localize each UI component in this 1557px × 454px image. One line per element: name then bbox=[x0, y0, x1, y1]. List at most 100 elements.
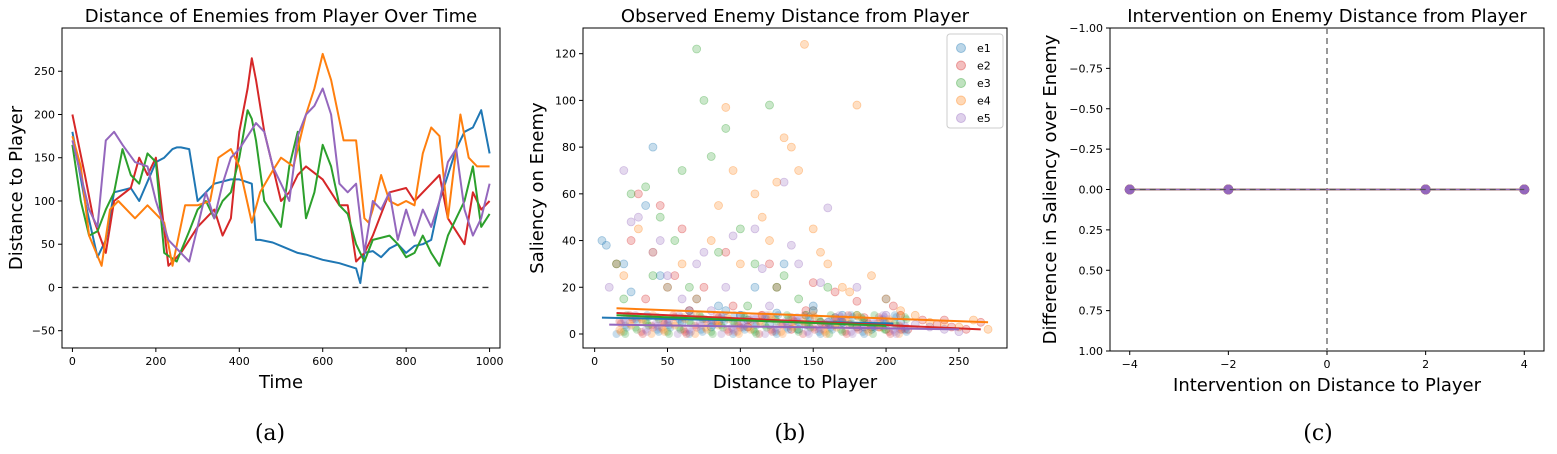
scatter-point bbox=[808, 301, 818, 311]
scatter-point bbox=[659, 325, 668, 334]
scatter-point bbox=[655, 271, 665, 280]
y-tick-label: 120 bbox=[555, 48, 576, 61]
scatter-point bbox=[655, 212, 665, 222]
scatter-point bbox=[612, 259, 621, 269]
scatter-point bbox=[612, 329, 621, 338]
x-tick-label: −4 bbox=[1122, 358, 1138, 371]
scatter-point bbox=[837, 282, 847, 292]
y-tick-label: −50 bbox=[32, 325, 55, 338]
scatter-point bbox=[633, 189, 643, 199]
x-axis-label: Time bbox=[258, 372, 303, 393]
scatter-point bbox=[804, 329, 813, 338]
scatter-point bbox=[750, 327, 759, 336]
scatter-point bbox=[717, 329, 726, 338]
chart-title: Intervention on Enemy Distance from Play… bbox=[1127, 6, 1527, 27]
scatter-point bbox=[721, 124, 731, 133]
scatter-point bbox=[633, 224, 643, 234]
scatter-point bbox=[685, 329, 694, 338]
scatter-point bbox=[670, 271, 680, 280]
scatter-point bbox=[889, 325, 898, 334]
y-tick-label: −0.75 bbox=[1069, 62, 1103, 75]
series-line-e5 bbox=[71, 87, 491, 263]
scatter-point bbox=[721, 103, 731, 112]
y-axis-label: Difference in Saliency over Enemy bbox=[1040, 34, 1061, 344]
scatter-point bbox=[653, 325, 662, 334]
scatter-point bbox=[860, 329, 869, 338]
scatter-point bbox=[762, 311, 771, 320]
scatter-point bbox=[895, 329, 904, 338]
scatter-point bbox=[637, 327, 646, 336]
chart-title: Distance of Enemies from Player Over Tim… bbox=[85, 6, 477, 27]
scatter-point bbox=[601, 240, 611, 250]
scatter-point bbox=[735, 259, 745, 269]
scatter-point bbox=[750, 189, 760, 199]
scatter-point bbox=[699, 247, 709, 257]
scatter-point bbox=[643, 327, 652, 336]
scatter-point bbox=[881, 294, 891, 304]
scatter-point bbox=[983, 324, 993, 334]
y-tick-label: 0 bbox=[569, 328, 576, 341]
scatter-point bbox=[714, 301, 723, 311]
y-tick-label: 80 bbox=[562, 141, 576, 154]
y-axis-label: Distance to Player bbox=[6, 105, 27, 270]
scatter-point bbox=[864, 327, 873, 336]
scatter-point bbox=[692, 259, 702, 269]
scatter-point bbox=[794, 294, 804, 304]
scatter-point bbox=[707, 327, 716, 336]
scatter-point bbox=[682, 329, 691, 338]
y-tick-label: 1.00 bbox=[1079, 345, 1104, 358]
scatter-point bbox=[619, 327, 628, 336]
scatter-point bbox=[800, 39, 809, 49]
scatter-point bbox=[648, 271, 658, 280]
scatter-point bbox=[663, 282, 672, 292]
scatter-point bbox=[699, 96, 709, 105]
y-tick-label: −0.25 bbox=[1069, 143, 1103, 156]
scatter-point bbox=[734, 329, 743, 338]
series-points-e4 bbox=[619, 39, 993, 334]
scatter-point bbox=[729, 329, 738, 338]
scatter-point bbox=[808, 278, 818, 287]
scatter-point bbox=[777, 327, 786, 336]
scatter-point bbox=[615, 325, 624, 334]
scatter-point bbox=[772, 177, 782, 187]
legend-label-e3: e3 bbox=[977, 77, 991, 90]
x-tick-label: 200 bbox=[876, 355, 897, 368]
scatter-point bbox=[794, 259, 804, 269]
y-tick-label: 100 bbox=[34, 195, 55, 208]
legend-marker-e4 bbox=[956, 95, 966, 106]
scatter-point bbox=[648, 142, 658, 152]
scatter-point bbox=[728, 301, 738, 311]
scatter-point bbox=[890, 311, 899, 320]
scatter-point bbox=[684, 282, 694, 292]
scatter-point bbox=[702, 325, 711, 334]
scatter-point bbox=[823, 282, 833, 292]
scatter-point bbox=[768, 327, 777, 336]
scatter-point bbox=[779, 177, 789, 187]
scatter-point bbox=[910, 310, 920, 320]
scatter-point bbox=[619, 271, 629, 280]
scatter-point bbox=[615, 317, 624, 326]
scatter-point bbox=[626, 236, 636, 245]
y-tick-label: 0.75 bbox=[1079, 305, 1104, 318]
scatter-point bbox=[842, 329, 851, 338]
scatter-point bbox=[884, 327, 893, 336]
scatter-point bbox=[677, 294, 687, 304]
scatter-point bbox=[692, 294, 702, 304]
scatter-point bbox=[868, 329, 877, 338]
plot-area bbox=[597, 39, 993, 338]
scatter-point bbox=[799, 329, 808, 338]
scatter-point bbox=[655, 236, 665, 245]
scatter-point bbox=[750, 282, 760, 292]
scatter-point bbox=[663, 327, 672, 336]
scatter-point bbox=[612, 259, 621, 269]
scatter-point bbox=[749, 325, 758, 334]
scatter-point bbox=[896, 306, 906, 316]
legend-marker-e3 bbox=[956, 78, 966, 88]
trend-line-e4 bbox=[616, 307, 989, 324]
scatter-point bbox=[729, 325, 738, 334]
scatter-point bbox=[677, 259, 687, 269]
scatter-point bbox=[641, 325, 650, 334]
legend-marker-e5 bbox=[956, 113, 966, 123]
x-tick-label: 1000 bbox=[476, 355, 504, 368]
x-tick-label: 0 bbox=[591, 355, 598, 368]
